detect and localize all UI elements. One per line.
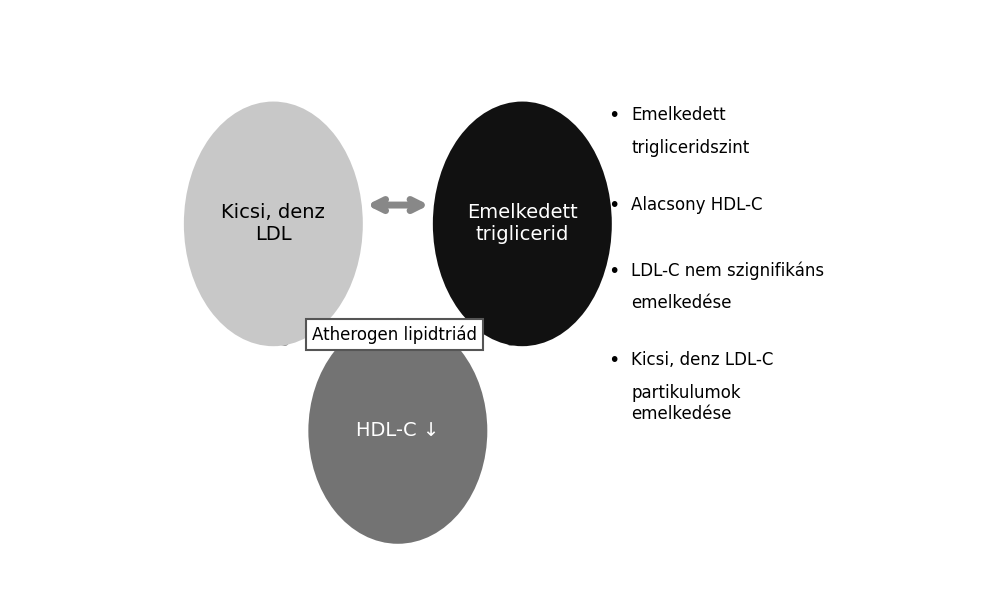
Text: HDL-C ↓: HDL-C ↓ (356, 422, 439, 441)
Text: •: • (607, 106, 619, 125)
Text: Emelkedett: Emelkedett (631, 106, 725, 124)
Ellipse shape (184, 101, 362, 346)
Text: •: • (607, 351, 619, 370)
Ellipse shape (308, 318, 486, 544)
Text: Kicsi, denz
LDL: Kicsi, denz LDL (222, 203, 325, 244)
Text: LDL-C nem szignifikáns: LDL-C nem szignifikáns (631, 262, 823, 280)
Text: Alacsony HDL-C: Alacsony HDL-C (631, 196, 762, 214)
Ellipse shape (432, 101, 611, 346)
Text: trigliceridszint: trigliceridszint (631, 139, 749, 157)
Text: •: • (607, 262, 619, 280)
Text: emelkedése: emelkedése (631, 295, 731, 312)
Text: Emelkedett
triglicerid: Emelkedett triglicerid (466, 203, 577, 244)
Text: Atherogen lipidtriád: Atherogen lipidtriád (312, 325, 476, 343)
Text: partikulumok
emelkedése: partikulumok emelkedése (631, 384, 740, 423)
Text: Kicsi, denz LDL-C: Kicsi, denz LDL-C (631, 351, 773, 369)
Text: •: • (607, 196, 619, 214)
